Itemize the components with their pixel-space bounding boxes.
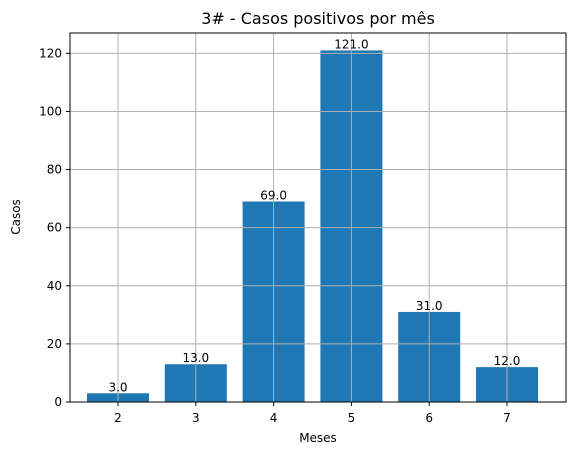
y-tick-label: 20 <box>47 337 62 351</box>
x-tick-label: 7 <box>503 411 511 425</box>
x-tick-label: 2 <box>114 411 122 425</box>
plot-frame <box>70 33 566 402</box>
y-tick-label: 60 <box>47 221 62 235</box>
x-axis-label: Meses <box>299 431 337 445</box>
y-tick-label: 80 <box>47 163 62 177</box>
y-axis-label: Casos <box>9 199 23 235</box>
chart-title: 3# - Casos positivos por mês <box>201 9 435 28</box>
bar-data-label: 12.0 <box>494 354 521 368</box>
bar-layer <box>87 50 538 402</box>
x-tick-label: 6 <box>425 411 433 425</box>
x-tick-label: 4 <box>270 411 278 425</box>
x-axis: 2 3 4 5 6 7 <box>114 402 511 425</box>
grid-layer <box>70 33 566 402</box>
y-axis: 0 20 40 60 80 100 120 <box>39 46 70 409</box>
x-tick-label: 5 <box>348 411 356 425</box>
bar-data-label: 69.0 <box>260 189 287 203</box>
bar-data-label: 13.0 <box>182 351 209 365</box>
y-tick-label: 0 <box>54 395 62 409</box>
bar-data-label: 31.0 <box>416 299 443 313</box>
bar-data-label: 3.0 <box>108 380 127 394</box>
y-tick-label: 100 <box>39 104 62 118</box>
y-tick-label: 120 <box>39 46 62 60</box>
x-tick-label: 3 <box>192 411 200 425</box>
bar-data-label: 121.0 <box>334 37 368 51</box>
y-tick-label: 40 <box>47 279 62 293</box>
